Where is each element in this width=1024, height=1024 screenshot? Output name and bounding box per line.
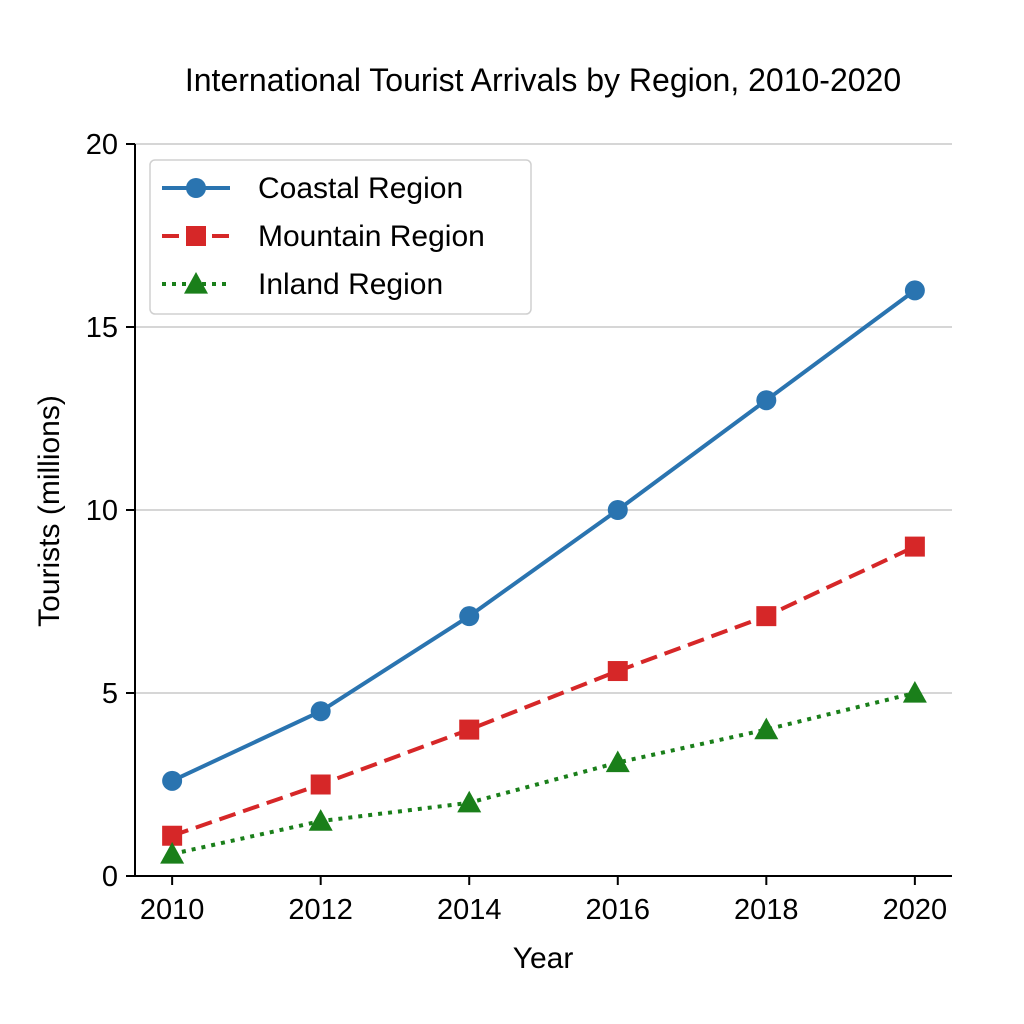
legend: Coastal Region Mountain Region Inland Regi… [149, 159, 532, 315]
legend-label: Mountain Region [258, 220, 485, 253]
series-mountain-region [162, 536, 925, 846]
x-tick-label: 2014 [437, 894, 502, 926]
data-point-marker [162, 825, 183, 846]
y-tick-label: 15 [86, 312, 118, 344]
data-point-marker [457, 790, 482, 813]
data-point-marker [607, 500, 628, 520]
series-coastal-region [162, 280, 925, 791]
legend-label: Inland Region [258, 268, 443, 301]
legend-box [149, 159, 532, 315]
x-axis-ticks: 2010 2012 2014 2016 2018 2020 [140, 876, 947, 926]
series-inland-region [160, 681, 927, 864]
data-point-marker [904, 536, 925, 557]
y-tick-label: 0 [102, 861, 118, 893]
data-point-marker [308, 809, 333, 831]
data-point-marker [605, 750, 630, 773]
data-point-marker [902, 681, 927, 703]
legend-marker [186, 226, 206, 246]
x-tick-label: 2016 [586, 894, 651, 926]
data-point-marker [310, 774, 331, 795]
y-axis-label: Tourists (millions) [33, 395, 66, 627]
legend-item: Inland Region [162, 268, 443, 301]
data-point-marker [607, 661, 628, 682]
data-point-marker [904, 280, 925, 301]
data-point-marker [459, 606, 480, 627]
x-axis-label: Year [513, 942, 574, 975]
legend-label: Coastal Region [258, 172, 463, 205]
y-axis-ticks: 0 5 10 15 20 [86, 129, 135, 893]
series-line [171, 544, 916, 838]
x-tick-label: 2018 [734, 894, 799, 926]
y-tick-label: 5 [102, 678, 118, 710]
series-line [171, 691, 916, 856]
legend-item: Mountain Region [162, 220, 485, 253]
x-tick-label: 2010 [140, 894, 205, 926]
data-point-marker [160, 842, 185, 864]
y-tick-label: 10 [86, 495, 118, 527]
chart-title: International Tourist Arrivals by Region… [185, 62, 901, 98]
series-group [160, 280, 927, 864]
x-tick-label: 2020 [883, 894, 948, 926]
legend-marker [186, 178, 206, 198]
data-point-marker [756, 390, 777, 411]
legend-item: Coastal Region [162, 172, 463, 205]
x-tick-label: 2012 [288, 894, 353, 926]
data-point-marker [754, 717, 779, 740]
data-point-marker [310, 701, 331, 722]
data-point-marker [459, 719, 480, 740]
y-tick-label: 20 [86, 129, 118, 161]
data-point-marker [162, 770, 183, 791]
legend-marker [184, 272, 208, 294]
series-line [171, 288, 917, 783]
grid [135, 143, 952, 694]
data-point-marker [756, 606, 777, 627]
